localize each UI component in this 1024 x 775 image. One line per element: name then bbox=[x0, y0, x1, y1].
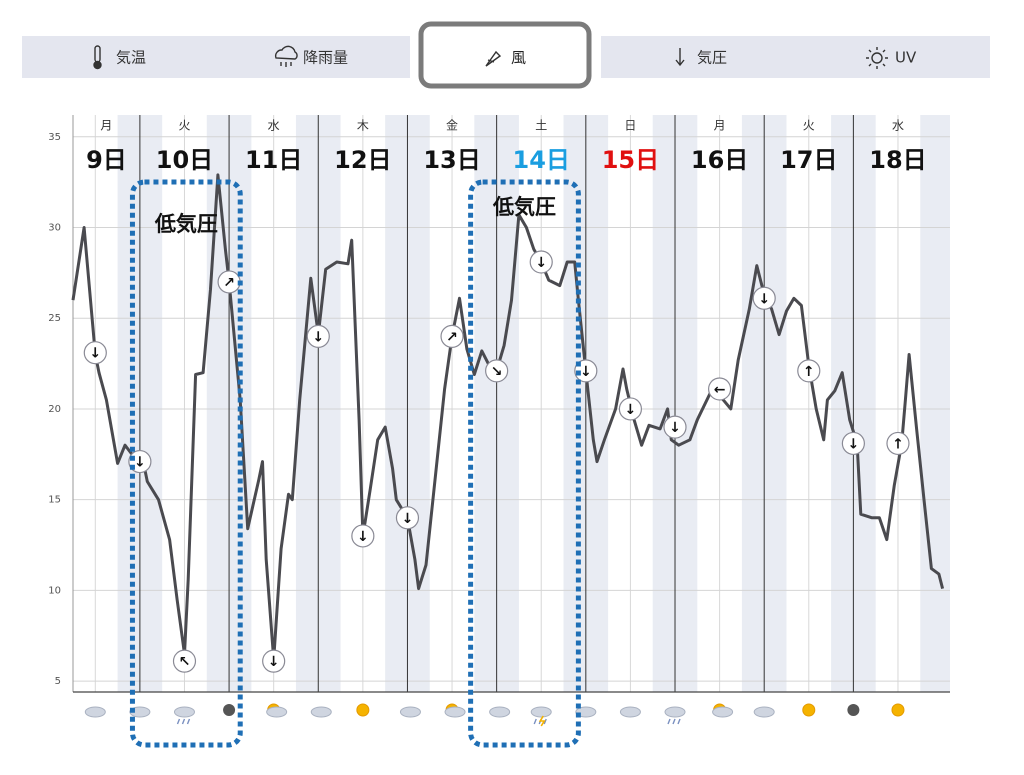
weekday-label: 木 bbox=[357, 119, 369, 133]
weather-icon bbox=[173, 706, 195, 718]
weather-icon bbox=[802, 703, 816, 717]
weather-icon bbox=[891, 703, 905, 717]
wind-direction-arrow: ↓ bbox=[580, 364, 592, 380]
annotation-label: 低気圧 bbox=[154, 212, 218, 236]
wind-direction-arrow: ↓ bbox=[357, 529, 369, 545]
tab-label[interactable]: 風 bbox=[511, 49, 526, 67]
wind-direction-arrow: ↑ bbox=[803, 364, 815, 380]
wind-direction-marker bbox=[306, 324, 330, 348]
wind-direction-marker bbox=[708, 377, 732, 401]
y-tick-label: 5 bbox=[55, 676, 61, 687]
weekday-label: 水 bbox=[268, 119, 280, 133]
weekday-label: 月 bbox=[714, 119, 726, 133]
wind-direction-arrow: ↓ bbox=[669, 420, 681, 436]
annotation-label: 低気圧 bbox=[492, 195, 556, 219]
wind-direction-arrow: ↓ bbox=[848, 436, 860, 452]
weekday-label: 水 bbox=[892, 119, 904, 133]
weather-icon bbox=[538, 715, 546, 727]
weather-icon bbox=[847, 704, 860, 716]
wind-direction-marker bbox=[752, 286, 776, 310]
date-label: 14日 bbox=[513, 146, 570, 174]
wind-direction-marker bbox=[172, 649, 197, 673]
annotation-box bbox=[468, 179, 581, 748]
tab-bar bbox=[22, 36, 410, 78]
wind-direction-arrow: ↓ bbox=[89, 346, 101, 362]
night-band bbox=[920, 115, 950, 692]
wind-direction-marker bbox=[83, 341, 107, 365]
date-label: 18日 bbox=[869, 146, 926, 174]
wind-direction-arrow: ← bbox=[714, 382, 726, 398]
wind-direction-arrow: ↓ bbox=[134, 455, 146, 471]
weather-icon bbox=[84, 706, 106, 718]
chart: 5 10 15 20 25 30 35 月 9日 火 10日 水 11日 木 12日 金 13日 土 14日 日 15日… bbox=[48, 115, 950, 748]
wind-direction-arrow: ↘ bbox=[491, 364, 503, 380]
wind-direction-marker bbox=[485, 359, 509, 383]
selected-tab-frame bbox=[418, 21, 592, 89]
weather-icon bbox=[619, 706, 641, 718]
wind-direction-marker bbox=[529, 250, 553, 274]
wind-direction-marker bbox=[663, 415, 687, 439]
weekday-label: 月 bbox=[100, 119, 112, 133]
date-label: 16日 bbox=[691, 146, 748, 174]
tab-label[interactable]: 降雨量 bbox=[303, 49, 348, 67]
wind-direction-marker bbox=[886, 431, 910, 456]
date-label: 10日 bbox=[156, 146, 213, 174]
annotation-box bbox=[129, 179, 243, 748]
wind-direction-arrow: ↓ bbox=[625, 402, 637, 418]
wind-direction-marker bbox=[841, 431, 865, 456]
wind-direction-marker bbox=[351, 524, 375, 548]
weekday-label: 土 bbox=[535, 119, 547, 133]
date-label: 13日 bbox=[423, 146, 480, 174]
y-tick-label: 15 bbox=[48, 495, 61, 506]
weather-icon bbox=[444, 706, 466, 718]
tab-bar bbox=[601, 36, 990, 78]
tab-label[interactable]: 気温 bbox=[116, 49, 146, 67]
tab-label[interactable]: 気圧 bbox=[697, 49, 727, 67]
wind-direction-arrow: ↓ bbox=[758, 291, 770, 307]
weather-icon bbox=[310, 706, 332, 718]
wind-direction-arrow: ↖ bbox=[179, 654, 191, 670]
wind-direction-marker bbox=[797, 359, 821, 383]
weather-icon bbox=[266, 706, 288, 718]
date-label: 17日 bbox=[780, 146, 837, 174]
date-label: 15日 bbox=[602, 146, 659, 174]
weather-icon bbox=[176, 718, 191, 725]
wind-direction-arrow: ↓ bbox=[268, 654, 280, 670]
wind-direction-arrow: ↓ bbox=[312, 329, 324, 345]
weekday-label: 火 bbox=[178, 119, 190, 133]
weather-icon bbox=[530, 706, 552, 718]
wind-direction-arrow: ↗ bbox=[223, 275, 235, 291]
weekday-label: 火 bbox=[803, 119, 815, 133]
y-tick-label: 25 bbox=[48, 313, 61, 324]
wind-direction-marker bbox=[262, 649, 286, 673]
y-tick-label: 20 bbox=[48, 404, 61, 415]
weather-icon bbox=[356, 703, 370, 717]
y-tick-label: 35 bbox=[48, 132, 61, 143]
weather-icon bbox=[664, 706, 686, 718]
date-label: 9日 bbox=[86, 146, 127, 174]
y-tick-label: 30 bbox=[48, 222, 61, 233]
date-label: 11日 bbox=[245, 146, 302, 174]
weather-icon bbox=[712, 706, 734, 718]
weather-icon bbox=[753, 706, 775, 718]
weather-icon bbox=[667, 718, 681, 725]
wind-direction-marker bbox=[618, 397, 643, 421]
wind-direction-marker bbox=[395, 506, 420, 530]
wind-direction-arrow: ↓ bbox=[535, 255, 547, 271]
weekday-label: 日 bbox=[624, 119, 636, 133]
weather-icon bbox=[399, 706, 421, 718]
weather-icon bbox=[489, 706, 511, 718]
wind-line bbox=[71, 173, 945, 661]
tab-icons bbox=[93, 45, 888, 70]
y-tick-label: 10 bbox=[48, 585, 61, 596]
wind-direction-marker bbox=[440, 324, 464, 348]
wind-direction-arrow: ↓ bbox=[402, 511, 414, 527]
weekday-label: 金 bbox=[446, 119, 458, 133]
wind-direction-arrow: ↗ bbox=[446, 329, 458, 345]
tab-label[interactable]: UV bbox=[895, 49, 917, 67]
weather-icon bbox=[223, 704, 236, 716]
date-label: 12日 bbox=[334, 146, 391, 174]
wind-direction-arrow: ↑ bbox=[892, 436, 904, 452]
